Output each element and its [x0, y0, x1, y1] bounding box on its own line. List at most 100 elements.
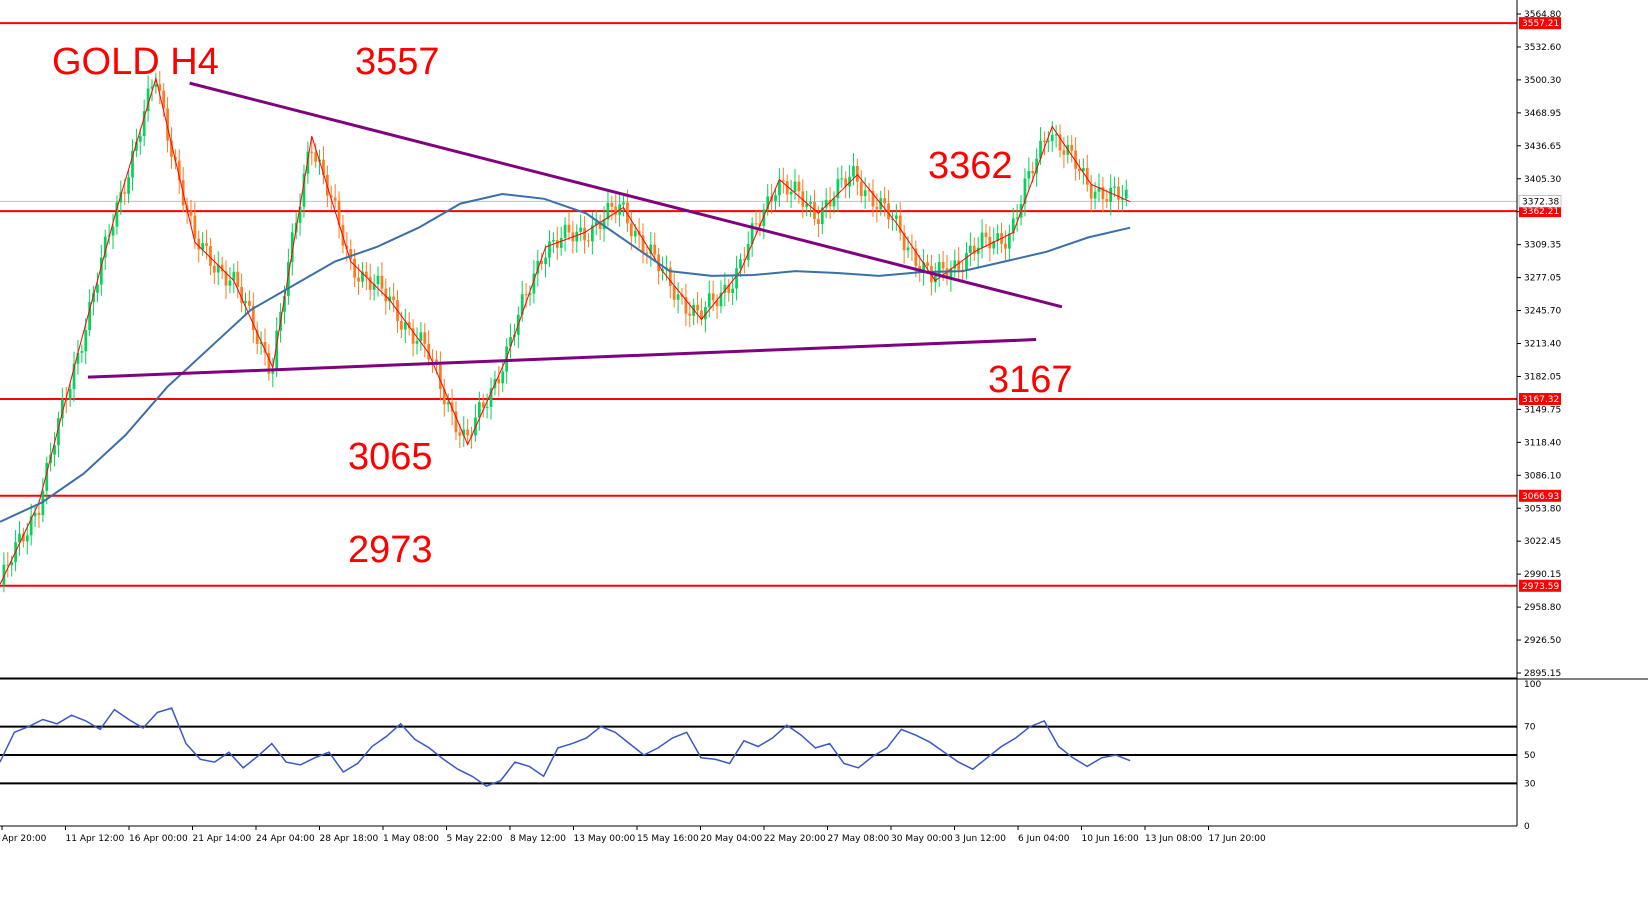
candle-body: [602, 219, 606, 230]
candle-body: [1070, 144, 1074, 151]
candle-body: [953, 260, 957, 269]
candle-body: [824, 199, 828, 208]
candle-body: [688, 313, 692, 316]
candle-body: [1031, 170, 1035, 174]
candle-body: [528, 293, 532, 295]
candle-body: [72, 363, 76, 389]
candle-body: [244, 300, 247, 303]
candle-body: [937, 262, 941, 277]
moving-average-line: [0, 192, 1131, 523]
candle-body: [1062, 150, 1066, 155]
candle-body: [357, 277, 360, 282]
trendline: [189, 81, 1063, 309]
candle-body: [419, 332, 423, 341]
candle-body: [676, 294, 680, 300]
candle-body: [1050, 134, 1054, 142]
candle-body: [1004, 243, 1007, 249]
candle-body: [719, 292, 723, 307]
candle-body: [836, 179, 840, 199]
candle-body: [840, 178, 844, 180]
rsi-tick-label: 0: [1524, 822, 1530, 832]
candle-body: [290, 232, 294, 263]
rsi-line: [0, 707, 1131, 788]
price-tick-label: 3245.70: [1524, 307, 1561, 317]
candle-body: [177, 160, 181, 181]
candle-body: [532, 273, 536, 294]
candle-body: [852, 165, 855, 177]
candle-body: [267, 352, 271, 374]
candle-body: [891, 218, 894, 220]
candle-body: [37, 512, 41, 516]
price-tick-label: 3500.30: [1524, 76, 1561, 86]
candle-body: [731, 288, 735, 294]
candle-body: [856, 165, 859, 182]
candle-body: [832, 198, 836, 207]
level-price-badge: [1519, 579, 1561, 592]
candle-body: [509, 336, 512, 347]
level-price-badge-label: 2973.59: [1522, 582, 1559, 592]
rsi-tick-label: 50: [1524, 751, 1536, 761]
time-tick-label: 16 Apr 00:00: [129, 834, 188, 844]
candle-body: [633, 230, 637, 237]
candle-body: [684, 296, 688, 314]
candle-body: [957, 260, 961, 270]
candle-body: [162, 90, 166, 109]
candle-body: [84, 330, 88, 352]
candle-body: [216, 264, 220, 273]
candle-body: [439, 364, 442, 390]
price-tick-label: 3086.10: [1524, 471, 1561, 481]
candle-body: [497, 379, 501, 384]
candle-body: [742, 259, 746, 261]
candle-body: [458, 432, 462, 436]
price-pane: 3557 3362 3167 3065 2973 GOLD H4: [0, 22, 1517, 593]
candle-body: [781, 180, 785, 182]
candle-body: [57, 418, 60, 446]
candle-body: [805, 203, 809, 207]
trendline: [87, 338, 1037, 379]
candle-body: [711, 293, 715, 301]
time-tick-label: 21 Apr 14:00: [193, 834, 252, 844]
candle-body: [1043, 140, 1046, 143]
candle-body: [559, 237, 563, 248]
candle-body: [333, 197, 337, 201]
time-tick-label: Apr 20:00: [2, 834, 47, 844]
price-tick-label: 2895.15: [1524, 669, 1561, 679]
candle-body: [201, 243, 205, 250]
price-tick-label: 2958.80: [1524, 603, 1561, 613]
candle-body: [552, 240, 555, 242]
level-annotation: 3362: [928, 145, 1013, 187]
candle-body: [150, 86, 154, 89]
candle-body: [996, 233, 1000, 242]
candle-body: [92, 292, 95, 303]
candle-body: [212, 265, 216, 273]
candle-body: [976, 247, 980, 254]
candle-body: [583, 227, 586, 241]
price-tick-label: 3468.95: [1524, 109, 1561, 119]
price-tick-label: 3405.30: [1524, 175, 1561, 185]
candle-body: [524, 294, 528, 296]
candle-body: [6, 564, 10, 566]
candle-body: [859, 181, 863, 197]
candle-body: [563, 224, 567, 238]
price-tick-label: 3532.60: [1524, 43, 1561, 53]
chart-title: GOLD H4: [52, 41, 219, 83]
candle-body: [910, 247, 914, 249]
candle-body: [131, 150, 134, 178]
price-tick-label: 3277.05: [1524, 274, 1561, 284]
time-tick-label: 24 Apr 04:00: [256, 834, 315, 844]
candle-body: [1097, 186, 1101, 192]
candle-body: [980, 232, 984, 248]
time-tick-label: 20 May 04:00: [701, 834, 763, 844]
candle-body: [372, 283, 376, 290]
candle-body: [1035, 158, 1038, 174]
candle-body: [135, 141, 138, 151]
candle-body: [353, 258, 357, 278]
candle-body: [123, 192, 127, 194]
candle-body: [598, 221, 602, 230]
candle-body: [883, 198, 887, 204]
candle-body: [626, 202, 629, 224]
candle-body: [988, 236, 992, 249]
candle-body: [287, 262, 290, 297]
time-tick-label: 3 Jun 12:00: [955, 834, 1007, 844]
candle-body: [871, 190, 875, 207]
